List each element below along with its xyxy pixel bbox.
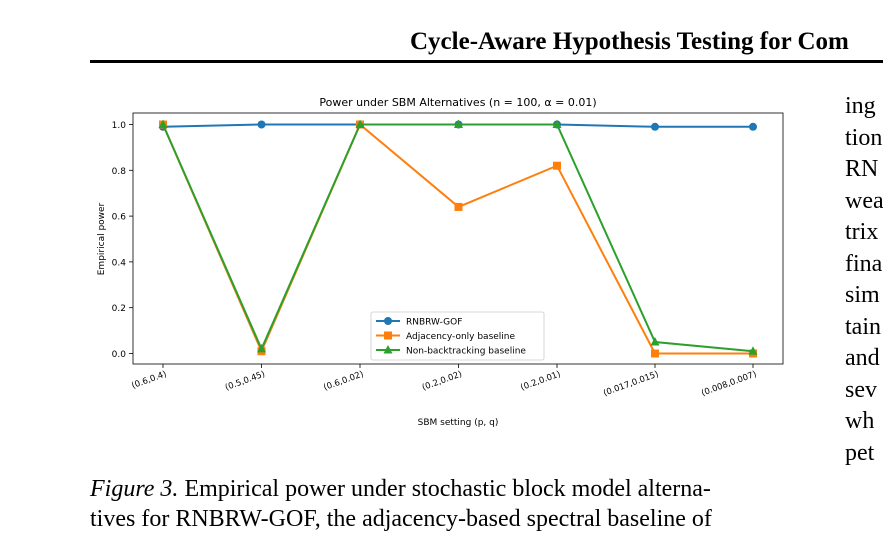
legend-label: Adjacency-only baseline	[406, 332, 516, 342]
right-column-line: and	[845, 345, 880, 371]
y-tick-label: 0.2	[112, 304, 126, 314]
right-column-line: sim	[845, 282, 880, 308]
y-tick-label: 0.6	[112, 213, 127, 223]
right-column-line: tain	[845, 313, 881, 340]
data-point	[257, 120, 266, 129]
caption-label: Figure 3.	[90, 476, 179, 502]
data-point	[650, 337, 660, 346]
x-tick-label: (0.6,0.02)	[322, 369, 365, 393]
y-tick-label: 0.4	[112, 258, 127, 268]
legend-marker	[384, 317, 392, 325]
power-chart: Power under SBM Alternatives (n = 100, α…	[97, 96, 784, 428]
data-point	[748, 346, 758, 355]
right-column-line: wh	[845, 408, 875, 434]
x-tick-label: (0.2,0.01)	[519, 369, 562, 393]
y-tick-label: 0.0	[112, 350, 127, 360]
data-point	[553, 161, 561, 170]
x-tick-label: (0.5,0.45)	[224, 369, 267, 393]
right-column-line: tion	[845, 124, 883, 151]
plot-frame	[132, 112, 784, 365]
legend-label: Non-backtracking baseline	[406, 347, 526, 357]
right-column-line: wea	[845, 187, 883, 214]
header-rule	[90, 60, 883, 63]
data-point	[454, 202, 463, 211]
data-point	[454, 119, 463, 128]
caption-line-2: tives for RNBRW-GOF, the adjacency-based…	[90, 506, 712, 532]
right-column-line: sev	[845, 376, 877, 403]
x-axis-ticks: (0.6,0.4) (0.5,0.45) (0.6,0.02) (0.2,0.02) (…	[130, 364, 758, 399]
y-axis-ticks: 0.0 0.2 0.4 0.6 0.8 1.0	[112, 121, 133, 360]
data-point	[158, 119, 168, 128]
legend: RNBRW-GOF Adjacency-only baseline Non-back…	[370, 311, 545, 361]
chart-title: Power under SBM Alternatives (n = 100, α…	[319, 96, 596, 109]
legend-label: RNBRW-GOF	[406, 318, 462, 328]
x-tick-label: (0.6,0.4)	[130, 369, 168, 391]
right-column-line: ing	[845, 93, 876, 119]
right-column-text: ing tion RN wea trix fina sim tain and sev wh pet	[845, 91, 883, 469]
figure-caption: Figure 3. Empirical power under stochast…	[90, 474, 810, 534]
running-head: Cycle-Aware Hypothesis Testing for Com	[410, 28, 849, 55]
data-point	[355, 119, 365, 128]
legend-box	[370, 311, 545, 361]
right-column-line: pet	[845, 439, 875, 466]
data-point	[257, 343, 266, 353]
series-3	[158, 119, 758, 355]
data-point	[552, 119, 562, 128]
right-column-line: trix	[845, 219, 879, 245]
y-tick-label: 0.8	[112, 167, 127, 177]
caption-line-1: Empirical power under stochastic block m…	[178, 476, 711, 502]
series-group	[158, 119, 758, 358]
x-tick-label: (0.2,0.02)	[421, 369, 464, 393]
y-tick-label: 1.0	[112, 121, 127, 131]
legend-marker	[383, 345, 393, 354]
x-tick-label: (0.008,0.007)	[700, 369, 758, 398]
right-column-line: fina	[845, 250, 883, 277]
data-point	[651, 349, 659, 358]
x-tick-label: (0.017,0.015)	[602, 369, 660, 398]
data-point	[651, 122, 659, 131]
legend-marker	[384, 331, 392, 340]
x-axis-label: SBM setting (p, q)	[418, 418, 499, 428]
data-point	[749, 122, 757, 131]
right-column-line: RN	[845, 156, 879, 182]
y-axis-label: Empirical power	[97, 202, 107, 275]
